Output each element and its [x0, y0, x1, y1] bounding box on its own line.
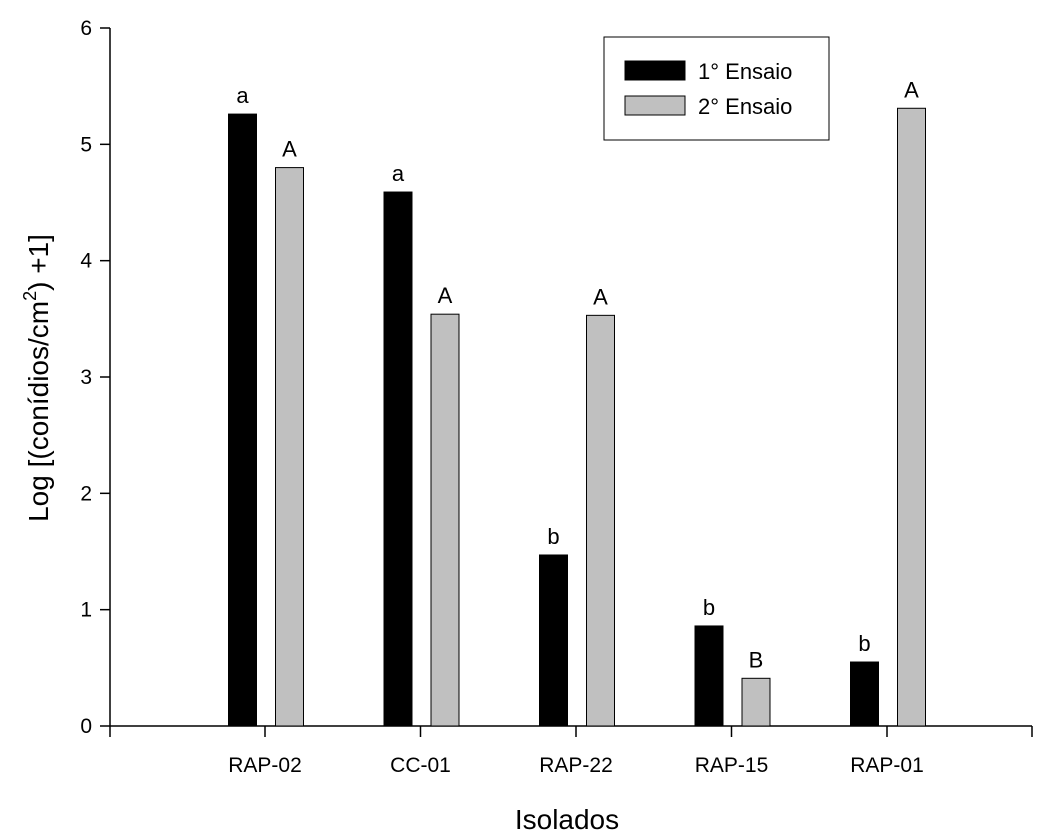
legend-label-2: 2° Ensaio — [698, 94, 792, 119]
y-tick-label: 4 — [80, 250, 92, 273]
x-axis-title: Isolados — [515, 804, 619, 835]
y-tick-label: 5 — [80, 133, 92, 156]
bar-2-cc-01 — [430, 313, 460, 727]
axes: 0 1 2 3 4 5 6 RAP-02 CC-01 RAP-22 RAP-15 RAP-01 — [80, 17, 1033, 777]
legend-swatch-2 — [624, 95, 686, 116]
bar-1-rap-15 — [694, 625, 724, 727]
y-tick-label: 2 — [80, 482, 92, 505]
bar-label: b — [547, 524, 559, 549]
bars — [228, 107, 926, 727]
bar-2-rap-15 — [741, 677, 771, 727]
x-tick-label: RAP-02 — [228, 754, 302, 777]
bar-label: b — [858, 631, 870, 656]
x-tick-label: RAP-01 — [850, 754, 924, 777]
bar-1-rap-02 — [228, 113, 257, 727]
bar-label: A — [593, 284, 608, 309]
x-tick-label: RAP-15 — [695, 754, 769, 777]
legend-label-1: 1° Ensaio — [698, 59, 792, 84]
y-axis-title-prefix: Log [(conídios/cm — [23, 301, 54, 522]
bar-label: B — [749, 647, 764, 672]
bar-2-rap-01 — [897, 107, 926, 727]
bar-label: A — [282, 137, 297, 162]
bar-label: a — [236, 83, 249, 108]
y-tick-label: 0 — [80, 715, 92, 738]
bar-1-rap-01 — [850, 661, 879, 727]
y-tick-label: 3 — [80, 366, 92, 389]
bar-labels: a Aa Ab Ab Bb A — [236, 77, 919, 672]
bar-2-rap-02 — [275, 167, 304, 727]
legend-swatch-1 — [624, 60, 686, 81]
bar-1-rap-22 — [539, 554, 568, 727]
x-tick-label: RAP-22 — [539, 754, 613, 777]
bar-label: b — [703, 595, 715, 620]
y-axis-title-suffix: ) +1] — [23, 234, 54, 291]
legend-box — [603, 36, 830, 141]
y-axis-title-superscript: 2 — [20, 291, 40, 301]
y-axis-title: Log [(conídios/cm2) +1] — [20, 234, 54, 522]
bar-2-rap-22 — [586, 314, 615, 727]
bar-label: a — [392, 161, 405, 186]
bar-label: A — [904, 77, 919, 102]
bar-1-cc-01 — [383, 191, 413, 727]
y-tick-label: 1 — [80, 599, 92, 622]
legend: 1° Ensaio 2° Ensaio — [603, 36, 830, 141]
y-tick-label: 6 — [80, 17, 92, 40]
x-tick-label: CC-01 — [390, 754, 451, 777]
bar-label: A — [438, 283, 453, 308]
